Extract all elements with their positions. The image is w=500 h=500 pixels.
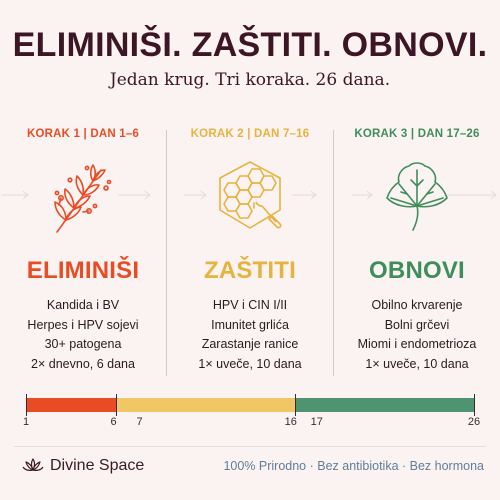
- step-detail: 2× dnevno, 6 dana: [31, 356, 135, 371]
- herb-icon: [54, 164, 112, 233]
- step-title: OBNOVI: [369, 257, 465, 284]
- step-detail: Herpes i HPV sojevi: [27, 317, 139, 332]
- step-detail: Bolni grčevi: [384, 317, 450, 332]
- page-title: ELIMINIŠI. ZAŠTITI. OBNOVI.: [12, 26, 488, 64]
- timeline-segment: [294, 398, 474, 412]
- step-detail: Miomi i endometrioza: [357, 337, 477, 351]
- footer-divider: [14, 446, 486, 447]
- timeline-day-label: 17: [310, 416, 323, 428]
- timeline-segment: [26, 398, 116, 412]
- step-title: ZAŠTITI: [203, 257, 297, 284]
- step-zastiti: KORAK 2 | DAN 7–16 ZAŠTITI HPV i CIN I/I…: [167, 126, 333, 374]
- step-detail: Imunitet grlića: [211, 317, 289, 332]
- step-label: KORAK 1 | DAN 1–6: [26, 128, 140, 140]
- timeline-segment: [115, 398, 295, 412]
- flow-arrows: [1, 190, 497, 200]
- step-detail: Kandida i BV: [46, 298, 120, 312]
- step-detail: HPV i CIN I/II: [212, 298, 288, 312]
- timeline-day-label: 7: [136, 416, 143, 428]
- step-title: ELIMINIŠI: [26, 257, 140, 284]
- step-label: KORAK 2 | DAN 7–16: [190, 128, 310, 140]
- step-detail: Obilno krvarenje: [371, 298, 463, 312]
- timeline-tick: [474, 394, 475, 416]
- step-obnovi: KORAK 3 | DAN 17–26 OBNOVI Obilno krvare…: [334, 126, 500, 374]
- timeline-day-label: 26: [467, 416, 481, 428]
- day-timeline: [26, 394, 475, 416]
- step-detail: Zarastanje ranice: [201, 337, 299, 351]
- step-details: HPV i CIN I/II Imunitet grlića Zarastanj…: [167, 296, 333, 374]
- leaf-icon: [386, 162, 448, 231]
- timeline-tick: [26, 394, 27, 416]
- step-detail: 1× uveče, 10 dana: [198, 356, 302, 371]
- step-label: KORAK 3 | DAN 17–26: [354, 128, 480, 140]
- column-divider: [166, 130, 167, 376]
- lotus-icon: [22, 458, 44, 471]
- timeline-day-label: 1: [22, 416, 30, 428]
- brand-name: Divine Space: [50, 457, 145, 474]
- step-details: Obilno krvarenje Bolni grčevi Miomi i en…: [334, 296, 500, 374]
- step-details: Kandida i BV Herpes i HPV sojevi 30+ pat…: [0, 296, 166, 374]
- honeycomb-icon: [219, 161, 282, 229]
- timeline-tick: [294, 394, 296, 416]
- page-subtitle: Jedan krug. Tri koraka. 26 dana.: [109, 70, 391, 90]
- column-divider: [333, 130, 334, 376]
- timeline-day-label: 16: [284, 416, 297, 428]
- brand: Divine Space: [22, 455, 144, 477]
- step-eliminisi: KORAK 1 | DAN 1–6 ELIMINIŠI Kandida i BV…: [0, 126, 166, 374]
- step-detail: 30+ patogena: [44, 337, 122, 351]
- timeline-day-label: 6: [110, 416, 117, 428]
- step-detail: 1× uveče, 10 dana: [365, 356, 469, 371]
- tagline: 100% Prirodno · Bez antibiotika · Bez ho…: [223, 459, 484, 473]
- timeline-tick: [115, 394, 117, 416]
